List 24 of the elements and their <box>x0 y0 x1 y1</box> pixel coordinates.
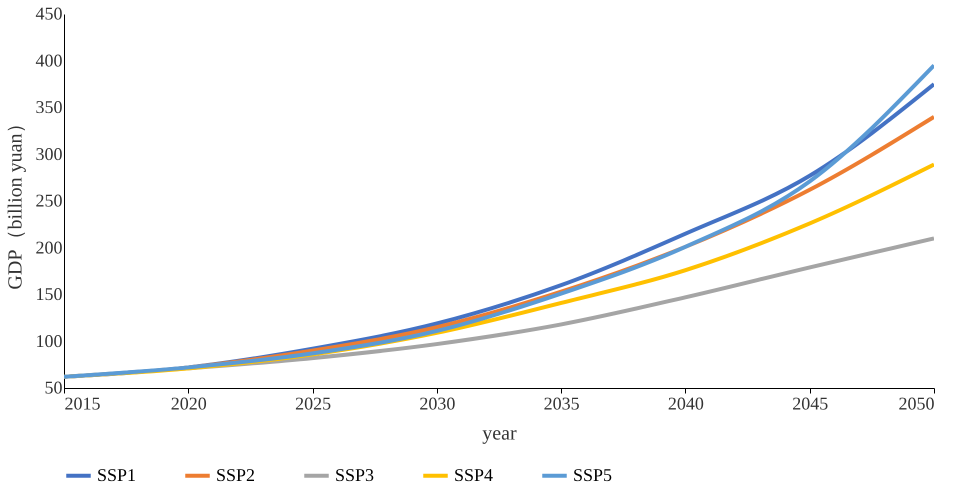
legend-label: SSP2 <box>216 464 256 485</box>
y-tick-label: 50 <box>44 378 62 398</box>
y-tick-label: 300 <box>36 144 62 164</box>
legend-label: SSP4 <box>454 464 494 485</box>
x-tick-label: 2025 <box>295 394 332 414</box>
x-tick-label: 2045 <box>792 394 828 414</box>
x-axis-title: year <box>482 422 518 444</box>
x-tick-label: 2050 <box>898 394 934 414</box>
legend-label: SSP1 <box>97 464 136 485</box>
x-tick-label: 2030 <box>419 394 456 414</box>
legend-label: SSP3 <box>335 464 374 485</box>
x-tick-label: 2015 <box>64 394 100 414</box>
y-tick-label: 400 <box>36 50 62 70</box>
y-tick-label: 100 <box>36 330 62 351</box>
x-tick-label: 2040 <box>668 394 704 414</box>
legend-label: SSP5 <box>573 464 612 485</box>
y-tick-label: 200 <box>36 237 62 258</box>
x-tick-label: 2035 <box>544 394 580 414</box>
y-axis-title: GDP（billion yuan） <box>4 113 26 290</box>
y-tick-label: 450 <box>36 4 62 24</box>
y-tick-label: 250 <box>36 190 62 210</box>
x-tick-label: 2020 <box>170 394 207 414</box>
y-tick-label: 350 <box>36 97 62 117</box>
y-tick-label: 150 <box>36 284 62 304</box>
